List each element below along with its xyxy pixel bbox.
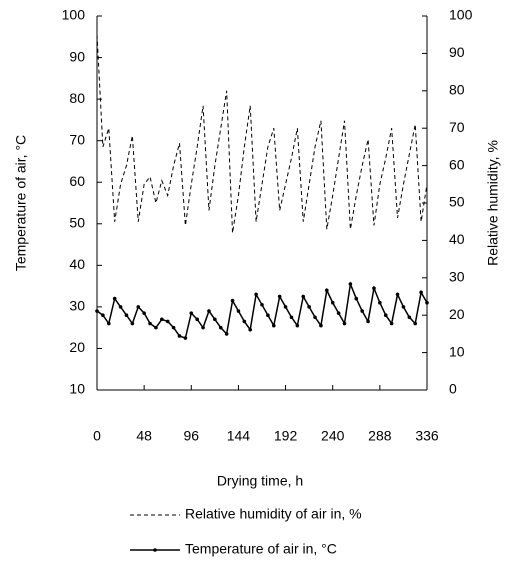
y-tick-label: 80 (69, 90, 85, 106)
series-marker (295, 323, 300, 328)
y2-tick-label: 50 (449, 194, 465, 210)
series-marker (242, 319, 247, 324)
series-marker (183, 336, 188, 340)
x-axis-title: Drying time, h (217, 473, 303, 489)
y-tick-label: 10 (69, 381, 85, 397)
series-marker (207, 309, 211, 313)
series-marker (154, 325, 158, 330)
series-marker (354, 296, 359, 301)
series-marker (213, 317, 217, 322)
series-marker (101, 313, 105, 318)
series-marker (142, 311, 146, 315)
series-marker (148, 321, 152, 326)
series-marker (266, 313, 270, 318)
series-marker (348, 282, 353, 286)
series-marker (366, 319, 370, 324)
x-tick-label: 96 (183, 428, 199, 444)
series-marker (236, 309, 241, 313)
x-tick-label: 0 (93, 428, 101, 444)
series-line (96, 34, 428, 233)
y-tick-label: 30 (69, 298, 85, 314)
series-marker (224, 332, 229, 336)
y2-tick-label: 10 (449, 343, 465, 359)
legend-marker (153, 548, 157, 552)
y-tick-label: 60 (69, 173, 85, 189)
series-marker (301, 294, 306, 299)
series-marker (195, 317, 199, 322)
series-marker (271, 323, 276, 328)
series-marker (189, 311, 194, 315)
y-tick-label: 90 (69, 48, 85, 64)
series-marker (106, 321, 111, 326)
series-marker (289, 315, 294, 320)
series-marker (177, 334, 182, 338)
series-marker (95, 309, 99, 313)
series-marker (336, 311, 341, 315)
y-tick-label: 70 (69, 131, 85, 147)
x-tick-label: 240 (321, 428, 345, 444)
series-marker (118, 305, 123, 309)
series-marker (130, 321, 135, 326)
series-marker (165, 319, 170, 324)
legend-label: Relative humidity of air in, % (185, 506, 362, 522)
series-marker (307, 305, 311, 309)
x-tick-label: 288 (368, 428, 392, 444)
y2-tick-label: 90 (449, 44, 465, 60)
series-marker (401, 305, 406, 309)
y-tick-label: 100 (62, 7, 86, 23)
y-axis-title: Temperature of air, °C (13, 135, 29, 271)
series-marker (230, 298, 235, 303)
series-marker (277, 294, 282, 299)
y2-tick-label: 100 (449, 7, 473, 23)
y2-tick-label: 60 (449, 156, 465, 172)
series-marker (419, 290, 423, 295)
x-tick-label: 144 (227, 428, 251, 444)
series-marker (160, 317, 164, 322)
series-marker (413, 321, 418, 326)
series-marker (360, 309, 364, 313)
series-marker (325, 288, 329, 293)
series-marker (248, 327, 253, 332)
series-marker (383, 313, 388, 318)
series-marker (378, 300, 382, 305)
series-marker (342, 321, 347, 326)
series-marker (254, 292, 258, 297)
y2-tick-label: 70 (449, 119, 465, 135)
y2-tick-label: 20 (449, 306, 465, 322)
series-marker (124, 313, 129, 318)
y-tick-label: 50 (69, 214, 85, 230)
series-marker (425, 300, 429, 305)
series-marker (389, 321, 394, 326)
series-marker (283, 305, 288, 309)
y2-tick-label: 0 (449, 381, 457, 397)
legend-label: Temperature of air in, °C (185, 541, 337, 557)
y2-tick-label: 30 (449, 269, 465, 285)
series-marker (395, 292, 400, 297)
y-tick-label: 20 (69, 339, 85, 355)
series-marker (372, 286, 376, 290)
series-marker (171, 325, 176, 330)
series-marker (407, 315, 412, 320)
series-marker (313, 315, 317, 320)
series-marker (260, 303, 264, 307)
y2-tick-label: 80 (449, 82, 465, 98)
x-tick-label: 336 (415, 428, 439, 444)
y2-axis-title: Relative humidity, % (485, 140, 501, 266)
y-tick-label: 40 (69, 256, 85, 272)
series-marker (112, 296, 117, 301)
series-marker (330, 300, 335, 305)
y2-tick-label: 40 (449, 231, 465, 247)
x-tick-label: 192 (274, 428, 298, 444)
series-line (96, 281, 428, 340)
x-tick-label: 48 (136, 428, 152, 444)
series-marker (201, 325, 205, 330)
series-marker (319, 323, 323, 328)
series-marker (136, 305, 141, 309)
series-marker (218, 325, 223, 330)
